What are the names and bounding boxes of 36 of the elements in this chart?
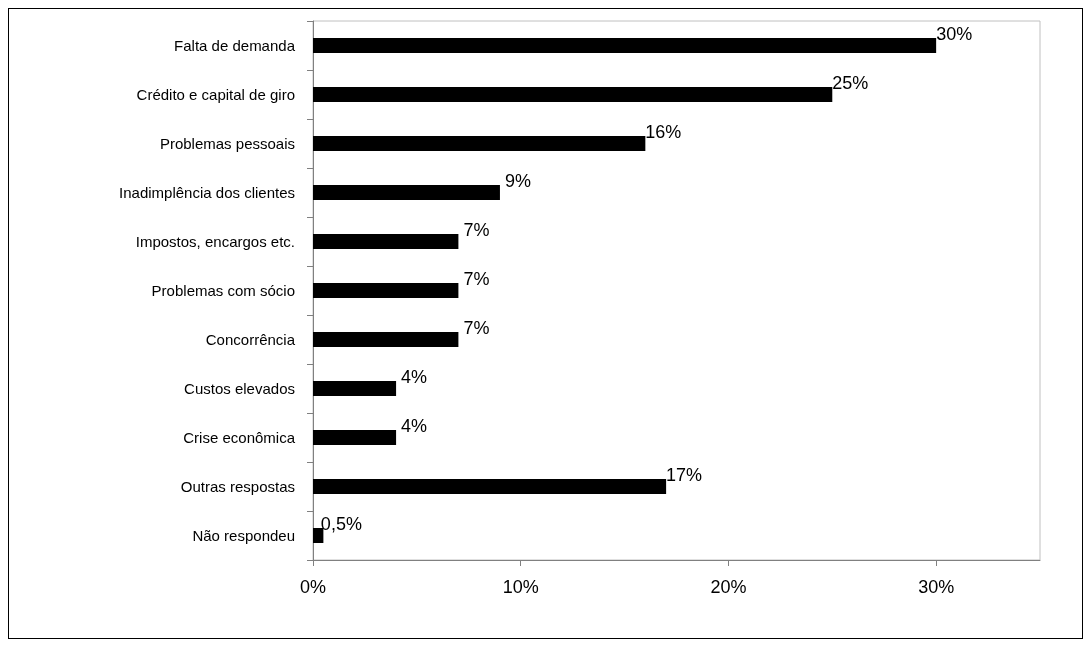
data-label: 7% xyxy=(463,318,490,338)
data-label: 7% xyxy=(463,269,490,289)
bar xyxy=(313,87,833,102)
y-tick-label: Custos elevados xyxy=(184,380,295,397)
y-tick-label: Não respondeu xyxy=(192,527,295,544)
bar xyxy=(313,185,500,200)
data-label: 4% xyxy=(401,416,428,436)
y-tick-label: Crise econômica xyxy=(183,429,296,446)
bar xyxy=(313,332,459,347)
y-tick-label: Crédito e capital de giro xyxy=(136,86,295,103)
y-tick-label: Inadimplência dos clientes xyxy=(119,184,295,201)
bar xyxy=(313,381,397,396)
data-label: 17% xyxy=(666,465,703,485)
bar xyxy=(313,479,667,494)
x-tick-label: 10% xyxy=(502,577,539,597)
bar xyxy=(313,38,937,53)
bar xyxy=(313,234,459,249)
y-tick-label: Outras respostas xyxy=(180,478,295,495)
data-label: 4% xyxy=(401,367,428,387)
bar xyxy=(313,136,646,151)
data-label: 30% xyxy=(936,24,973,44)
y-tick-label: Problemas com sócio xyxy=(151,282,295,299)
data-label: 9% xyxy=(504,171,531,191)
y-tick-label: Falta de demanda xyxy=(174,37,296,54)
y-tick-label: Problemas pessoais xyxy=(159,135,295,152)
y-tick-label: Impostos, encargos etc. xyxy=(135,233,295,250)
bar xyxy=(313,430,397,445)
y-tick-label: Concorrência xyxy=(205,331,296,348)
x-tick-label: 20% xyxy=(710,577,747,597)
data-label: 25% xyxy=(832,73,869,93)
data-label: 7% xyxy=(463,220,490,240)
bar xyxy=(313,283,459,298)
data-label: 16% xyxy=(645,122,682,142)
data-label: 0,5% xyxy=(320,514,362,534)
x-tick-label: 30% xyxy=(918,577,955,597)
x-tick-label: 0% xyxy=(299,577,327,597)
